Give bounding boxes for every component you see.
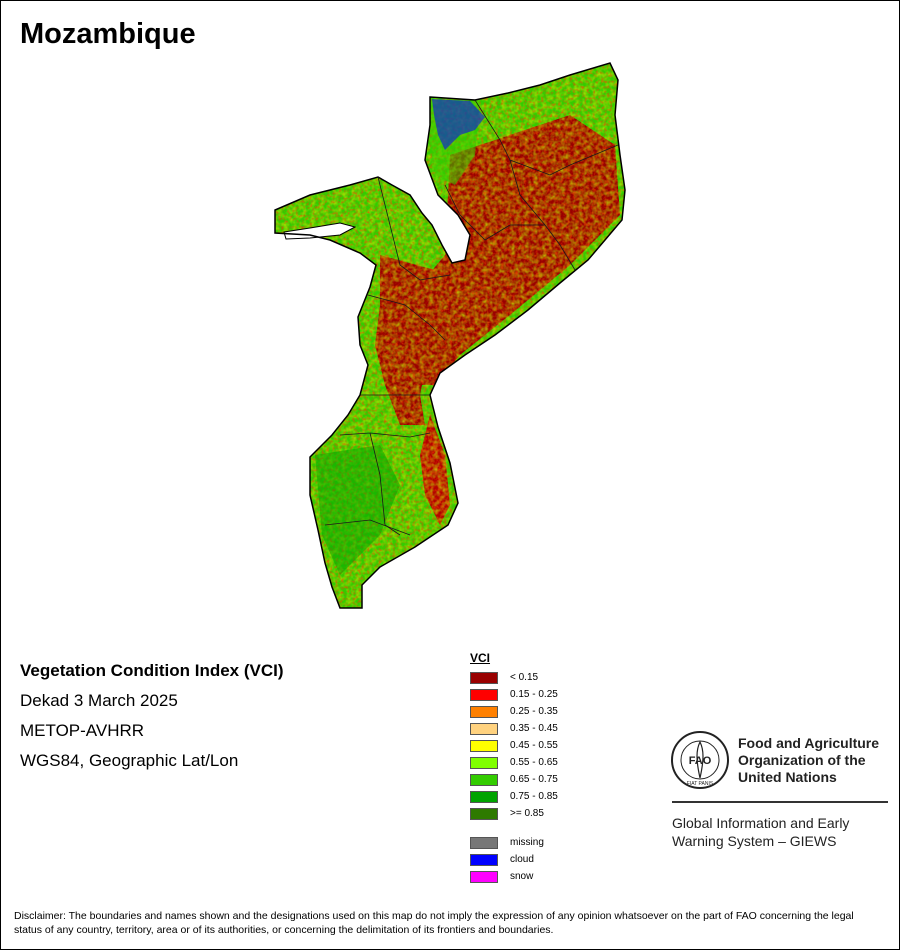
cloud-area xyxy=(432,99,485,150)
fao-logo-text: FAO xyxy=(689,755,712,767)
disclaimer: Disclaimer: The boundaries and names sho… xyxy=(14,910,854,936)
province-boundaries xyxy=(324,99,619,536)
sensor-label: METOP-AVHRR xyxy=(20,721,145,740)
divider xyxy=(672,801,888,803)
legend-class-swatch xyxy=(470,790,498,803)
legend-other-row: cloud xyxy=(470,851,558,868)
legend-class-row: 0.25 - 0.35 xyxy=(470,703,558,720)
legend-class-row: 0.45 - 0.55 xyxy=(470,737,558,754)
legend-class-swatch xyxy=(470,688,498,701)
fao-logo-icon: FAO FIAT PANIS xyxy=(671,731,729,789)
legend-class-label: 0.15 - 0.25 xyxy=(510,689,558,700)
legend-class-label: 0.45 - 0.55 xyxy=(510,740,558,751)
legend-other-swatch xyxy=(470,836,498,849)
projection-label: WGS84, Geographic Lat/Lon xyxy=(20,751,239,770)
org-name: Food and Agriculture Organization of the… xyxy=(738,735,880,785)
fao-logo-ring-text: FIAT PANIS xyxy=(687,781,714,787)
system-name: Global Information and Early Warning Sys… xyxy=(672,815,850,849)
legend-other-swatch xyxy=(470,853,498,866)
legend-class-row: 0.55 - 0.65 xyxy=(470,754,558,771)
legend-other: missing cloud snow xyxy=(470,834,558,885)
legend: VCI < 0.15 0.15 - 0.25 0.25 - 0.35 0.35 - 0… xyxy=(470,651,558,885)
legend-other-row: snow xyxy=(470,868,558,885)
index-name: Vegetation Condition Index (VCI) xyxy=(20,661,284,680)
legend-class-row: 0.15 - 0.25 xyxy=(470,686,558,703)
legend-class-swatch xyxy=(470,722,498,735)
legend-class-row: 0.75 - 0.85 xyxy=(470,788,558,805)
legend-class-label: < 0.15 xyxy=(510,672,539,683)
legend-class-label: 0.25 - 0.35 xyxy=(510,706,558,717)
legend-class-row: < 0.15 xyxy=(470,669,558,686)
legend-class-swatch xyxy=(470,671,498,684)
legend-class-row: 0.35 - 0.45 xyxy=(470,720,558,737)
legend-classes: < 0.15 0.15 - 0.25 0.25 - 0.35 0.35 - 0.45 0… xyxy=(470,669,558,822)
legend-other-label: missing xyxy=(510,837,544,848)
legend-other-label: snow xyxy=(510,871,534,882)
legend-class-swatch xyxy=(470,756,498,769)
map-title: Mozambique xyxy=(20,18,196,50)
legend-class-label: 0.65 - 0.75 xyxy=(510,774,558,785)
legend-class-label: 0.55 - 0.65 xyxy=(510,757,558,768)
legend-other-row: missing xyxy=(470,834,558,851)
period-label: Dekad 3 March 2025 xyxy=(20,691,178,710)
mozambique-map-svg xyxy=(274,62,626,609)
vci-map xyxy=(270,55,640,615)
legend-class-row: >= 0.85 xyxy=(470,805,558,822)
high-vci-zone-south xyxy=(315,445,400,575)
legend-class-swatch xyxy=(470,773,498,786)
legend-class-label: >= 0.85 xyxy=(510,808,544,819)
legend-other-label: cloud xyxy=(510,854,534,865)
legend-class-label: 0.75 - 0.85 xyxy=(510,791,558,802)
map-info: Vegetation Condition Index (VCI) Dekad 3… xyxy=(20,656,284,776)
legend-class-swatch xyxy=(470,705,498,718)
legend-class-label: 0.35 - 0.45 xyxy=(510,723,558,734)
legend-class-row: 0.65 - 0.75 xyxy=(470,771,558,788)
country-outline xyxy=(274,62,626,609)
legend-other-swatch xyxy=(470,870,498,883)
legend-class-swatch xyxy=(470,739,498,752)
legend-class-swatch xyxy=(470,807,498,820)
legend-title: VCI xyxy=(470,651,491,665)
